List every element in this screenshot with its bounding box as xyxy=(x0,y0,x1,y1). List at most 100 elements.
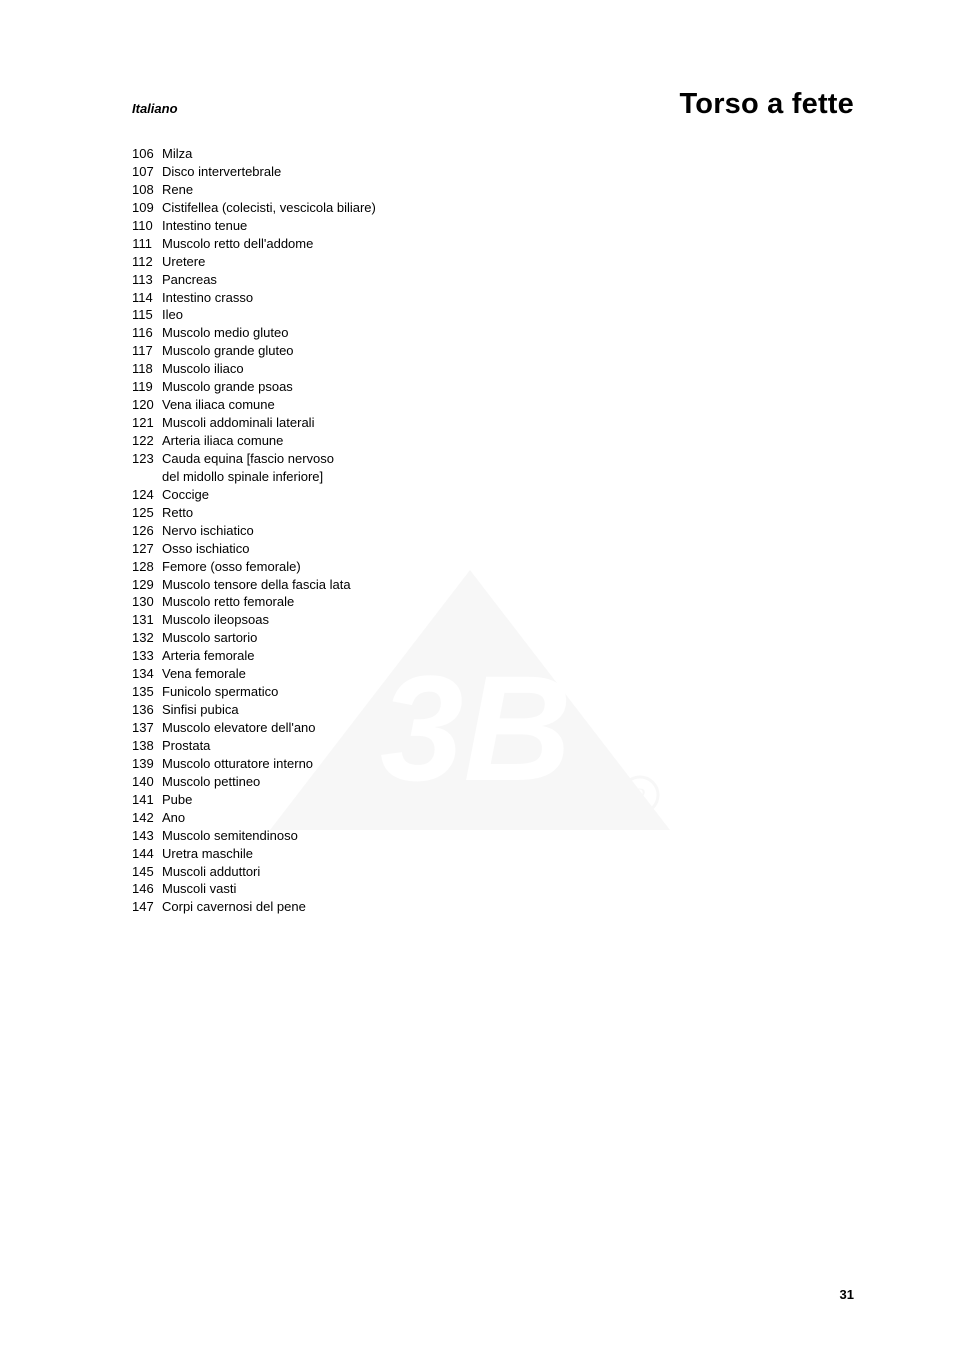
list-item-label: Muscoli adduttori xyxy=(162,863,260,881)
list-item-label: Muscolo sartorio xyxy=(162,629,257,647)
list-item-number: 128 xyxy=(132,558,162,576)
list-item: 116Muscolo medio gluteo xyxy=(132,324,854,342)
list-item-label: Disco intervertebrale xyxy=(162,163,281,181)
page-number: 31 xyxy=(840,1287,854,1302)
list-item-number: 131 xyxy=(132,611,162,629)
list-item-label: Nervo ischiatico xyxy=(162,522,254,540)
list-item-number: 123 xyxy=(132,450,162,486)
list-item-number: 112 xyxy=(132,253,162,271)
list-item-label: Osso ischiatico xyxy=(162,540,249,558)
list-item: 109Cistifellea (colecisti, vescicola bil… xyxy=(132,199,854,217)
list-item-label: Muscolo iliaco xyxy=(162,360,244,378)
list-item-label: Muscolo semitendinoso xyxy=(162,827,298,845)
list-item-label: Muscolo medio gluteo xyxy=(162,324,288,342)
list-item-label: Muscolo grande gluteo xyxy=(162,342,294,360)
list-item: 115Ileo xyxy=(132,306,854,324)
list-item-label: Pube xyxy=(162,791,192,809)
list-item: 143Muscolo semitendinoso xyxy=(132,827,854,845)
list-item-label: Cauda equina [fascio nervoso del midollo… xyxy=(162,450,334,486)
list-item: 142Ano xyxy=(132,809,854,827)
list-item: 135Funicolo spermatico xyxy=(132,683,854,701)
list-item-number: 138 xyxy=(132,737,162,755)
list-item-number: 118 xyxy=(132,360,162,378)
list-item-number: 145 xyxy=(132,863,162,881)
header-row: Italiano Torso a fette xyxy=(132,88,854,121)
list-item-label: Ano xyxy=(162,809,185,827)
list-item-number: 110 xyxy=(132,217,162,235)
list-item-number: 139 xyxy=(132,755,162,773)
list-item-number: 146 xyxy=(132,880,162,898)
list-item: 129Muscolo tensore della fascia lata xyxy=(132,576,854,594)
list-item-label: Corpi cavernosi del pene xyxy=(162,898,306,916)
list-item: 118Muscolo iliaco xyxy=(132,360,854,378)
list-item-number: 122 xyxy=(132,432,162,450)
list-item-number: 117 xyxy=(132,342,162,360)
list-item-label: Coccige xyxy=(162,486,209,504)
list-item: 110Intestino tenue xyxy=(132,217,854,235)
list-item: 121Muscoli addominali laterali xyxy=(132,414,854,432)
list-item-number: 126 xyxy=(132,522,162,540)
list-item: 126Nervo ischiatico xyxy=(132,522,854,540)
list-item: 111Muscolo retto dell'addome xyxy=(132,235,854,253)
list-item-label: Intestino crasso xyxy=(162,289,253,307)
list-item-label: Sinfisi pubica xyxy=(162,701,239,719)
list-item: 127Osso ischiatico xyxy=(132,540,854,558)
list-item-label: Muscolo tensore della fascia lata xyxy=(162,576,351,594)
list-item: 133Arteria femorale xyxy=(132,647,854,665)
list-item-number: 141 xyxy=(132,791,162,809)
list-item-label: Uretra maschile xyxy=(162,845,253,863)
list-item-number: 129 xyxy=(132,576,162,594)
list-item-label: Pancreas xyxy=(162,271,217,289)
list-item: 108Rene xyxy=(132,181,854,199)
list-item: 123Cauda equina [fascio nervoso del mido… xyxy=(132,450,854,486)
list-item: 147Corpi cavernosi del pene xyxy=(132,898,854,916)
list-item-label: Intestino tenue xyxy=(162,217,247,235)
list-item-number: 109 xyxy=(132,199,162,217)
list-item: 131Muscolo ileopsoas xyxy=(132,611,854,629)
page-title: Torso a fette xyxy=(680,88,854,121)
list-item-label: Rene xyxy=(162,181,193,199)
list-item-label: Muscolo otturatore interno xyxy=(162,755,313,773)
list-item-label: Prostata xyxy=(162,737,210,755)
list-item: 124Coccige xyxy=(132,486,854,504)
list-item-number: 144 xyxy=(132,845,162,863)
list-item: 138Prostata xyxy=(132,737,854,755)
language-label: Italiano xyxy=(132,101,178,116)
list-item-number: 130 xyxy=(132,593,162,611)
list-item: 137Muscolo elevatore dell'ano xyxy=(132,719,854,737)
list-item: 140Muscolo pettineo xyxy=(132,773,854,791)
list-item: 146Muscoli vasti xyxy=(132,880,854,898)
list-item-label: Muscoli vasti xyxy=(162,880,236,898)
list-item-number: 140 xyxy=(132,773,162,791)
list-item-number: 124 xyxy=(132,486,162,504)
list-item: 113Pancreas xyxy=(132,271,854,289)
list-item-label: Milza xyxy=(162,145,192,163)
list-item-number: 133 xyxy=(132,647,162,665)
list-item-number: 119 xyxy=(132,378,162,396)
page: 3B R Italiano Torso a fette 106Milza107D… xyxy=(0,0,954,1350)
list-item: 139Muscolo otturatore interno xyxy=(132,755,854,773)
list-item-number: 135 xyxy=(132,683,162,701)
list-item: 144Uretra maschile xyxy=(132,845,854,863)
list-item-number: 106 xyxy=(132,145,162,163)
list-item-label: Vena femorale xyxy=(162,665,246,683)
list-item-label: Ileo xyxy=(162,306,183,324)
list-item: 136Sinfisi pubica xyxy=(132,701,854,719)
list-item: 114Intestino crasso xyxy=(132,289,854,307)
list-item-number: 136 xyxy=(132,701,162,719)
list-item-label: Muscolo ileopsoas xyxy=(162,611,269,629)
list-item-label: Muscolo grande psoas xyxy=(162,378,293,396)
list-item-number: 121 xyxy=(132,414,162,432)
list-item: 119Muscolo grande psoas xyxy=(132,378,854,396)
list-item: 125Retto xyxy=(132,504,854,522)
list-item-number: 108 xyxy=(132,181,162,199)
list-item-number: 134 xyxy=(132,665,162,683)
list-item-number: 127 xyxy=(132,540,162,558)
list-item-label: Vena iliaca comune xyxy=(162,396,275,414)
list-item: 122Arteria iliaca comune xyxy=(132,432,854,450)
list-item: 120Vena iliaca comune xyxy=(132,396,854,414)
list-item: 117Muscolo grande gluteo xyxy=(132,342,854,360)
list-item-number: 143 xyxy=(132,827,162,845)
list-item-number: 120 xyxy=(132,396,162,414)
list-item-number: 111 xyxy=(132,235,162,253)
